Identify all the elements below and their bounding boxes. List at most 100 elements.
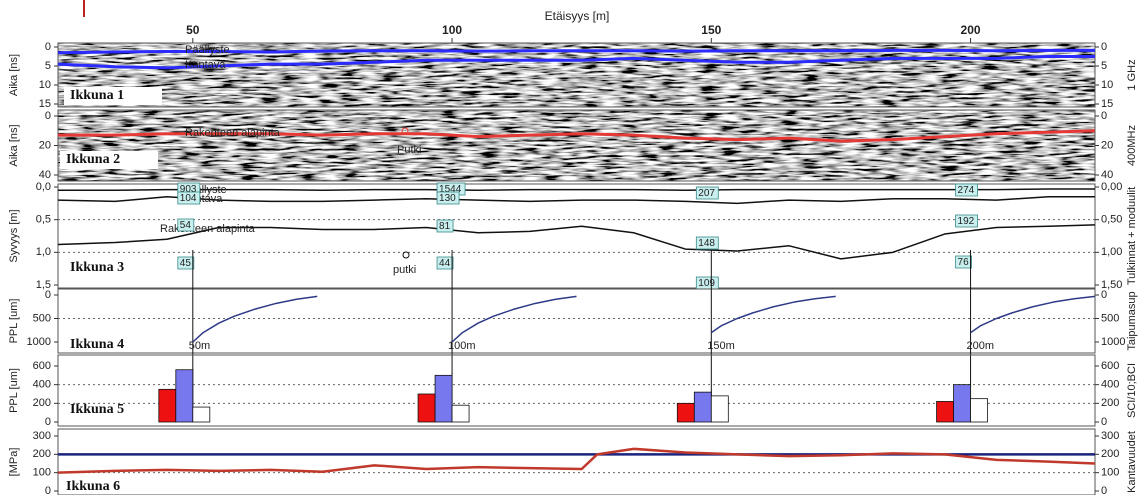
annotation: Putki — [397, 144, 421, 156]
bar — [970, 398, 988, 423]
modulus-box — [177, 191, 201, 205]
y-tick-label: 5 — [45, 60, 51, 72]
y-tick-label: 600 — [33, 360, 51, 372]
x-tick-label: 50 — [186, 23, 200, 37]
y-tick-label: 0 — [45, 416, 51, 428]
modulus-value: 903 — [180, 184, 197, 195]
annotation: putki — [393, 264, 416, 276]
modulus-value: 1544 — [439, 184, 462, 195]
y2-tick-label: 0 — [1101, 41, 1107, 53]
y2-tick-label: 300 — [1101, 430, 1119, 442]
x-axis-label: Etäisyys [m] — [545, 9, 610, 23]
modulus-box — [955, 183, 978, 197]
series-line — [57, 196, 1095, 205]
modulus-value: 81 — [439, 221, 451, 232]
y2-tick-label: 0,50 — [1101, 214, 1122, 226]
title-box — [60, 151, 158, 169]
modulus-value: 130 — [439, 193, 456, 204]
series-label: Rakenteen alapinta — [160, 223, 256, 235]
modulus-value: 76 — [958, 257, 970, 268]
y-axis-label: Aika [ns] — [8, 54, 20, 96]
modulus-box — [695, 186, 719, 200]
y2-tick-label: 0 — [1101, 289, 1107, 301]
modulus-box — [177, 256, 195, 270]
modulus-value: 207 — [698, 188, 715, 199]
modulus-value: 148 — [698, 238, 715, 249]
y2-axis-label: SCI/10;BCI — [1126, 363, 1138, 418]
pipe-marker — [401, 127, 409, 135]
y2-tick-label: 100 — [1101, 467, 1119, 479]
modulus-value: 109 — [698, 278, 715, 289]
series-line — [451, 295, 577, 343]
y2-axis-label: 1 GHz — [1126, 59, 1138, 90]
station-label: 150m — [707, 340, 735, 352]
series-line — [58, 188, 1095, 192]
y2-tick-label: 0 — [1101, 110, 1107, 122]
modulus-value: 274 — [958, 185, 975, 196]
x-tick-label: 100 — [442, 23, 462, 37]
y2-tick-label: 200 — [1101, 448, 1119, 460]
modulus-box — [695, 236, 719, 250]
y-tick-label: 15 — [39, 98, 51, 110]
y2-axis-label: Taipumasup — [1126, 291, 1138, 350]
modulus-value: 192 — [958, 216, 975, 227]
series-line — [57, 447, 1096, 474]
y2-tick-label: 1,00 — [1101, 246, 1122, 258]
y-tick-label: 0 — [45, 110, 51, 122]
modulus-value: 45 — [180, 258, 192, 269]
y-tick-label: 0 — [45, 289, 51, 301]
y-tick-label: 0,5 — [36, 214, 51, 226]
modulus-box — [436, 256, 454, 270]
y-tick-label: 500 — [33, 312, 51, 324]
bar — [192, 406, 211, 423]
panel-title: Ikkuna 3 — [70, 260, 124, 275]
y-tick-label: 1,0 — [36, 246, 51, 258]
station-label: 50m — [189, 340, 210, 352]
modulus-box — [436, 191, 460, 205]
radargram — [58, 43, 1095, 107]
y-tick-label: 10 — [39, 79, 51, 91]
y2-tick-label: 0 — [1101, 416, 1107, 428]
panel-frame — [57, 288, 1096, 354]
modulus-box — [177, 218, 195, 232]
modulus-box — [955, 255, 972, 269]
panel-title: Ikkuna 1 — [70, 88, 124, 103]
series-line — [57, 48, 1095, 55]
panel-frame — [57, 183, 1096, 289]
y-tick-label: 200 — [33, 448, 51, 460]
panel-frame — [57, 354, 1096, 427]
y2-tick-label: 0 — [1101, 485, 1107, 495]
y-tick-label: 0 — [45, 485, 51, 495]
series-line — [710, 295, 836, 334]
y2-tick-label: 10 — [1101, 79, 1113, 91]
series-label: Kantava — [185, 59, 226, 71]
modulus-box — [436, 219, 454, 233]
y2-tick-label: 500 — [1101, 312, 1119, 324]
bar — [936, 401, 954, 423]
bar — [434, 374, 453, 423]
y2-axis-label: Tulkinnat + moduulit — [1126, 187, 1138, 285]
panel-frame — [57, 428, 1096, 495]
bar — [676, 402, 695, 423]
series-line — [57, 224, 1096, 260]
panel-title: Ikkuna 4 — [70, 337, 124, 352]
panel-title: Ikkuna 6 — [66, 479, 120, 494]
series-line — [192, 295, 318, 343]
series-line — [58, 129, 1096, 143]
y-tick-label: 300 — [33, 430, 51, 442]
bar — [175, 369, 194, 423]
bar — [158, 388, 177, 423]
y2-axis-label: 400MHz — [1126, 125, 1138, 166]
y-tick-label: 40 — [39, 169, 51, 181]
y-tick-label: 0,0 — [36, 181, 51, 193]
series-label: Rakenteen alapinta — [185, 127, 281, 139]
y2-tick-label: 400 — [1101, 379, 1119, 391]
y2-tick-label: 40 — [1101, 169, 1113, 181]
x-tick-label: 150 — [701, 23, 721, 37]
x-tick-label: 200 — [961, 23, 981, 37]
y2-axis-label: Kantavuudet — [1126, 431, 1138, 493]
y2-tick-label: 200 — [1101, 397, 1119, 409]
modulus-value: 104 — [180, 193, 197, 204]
